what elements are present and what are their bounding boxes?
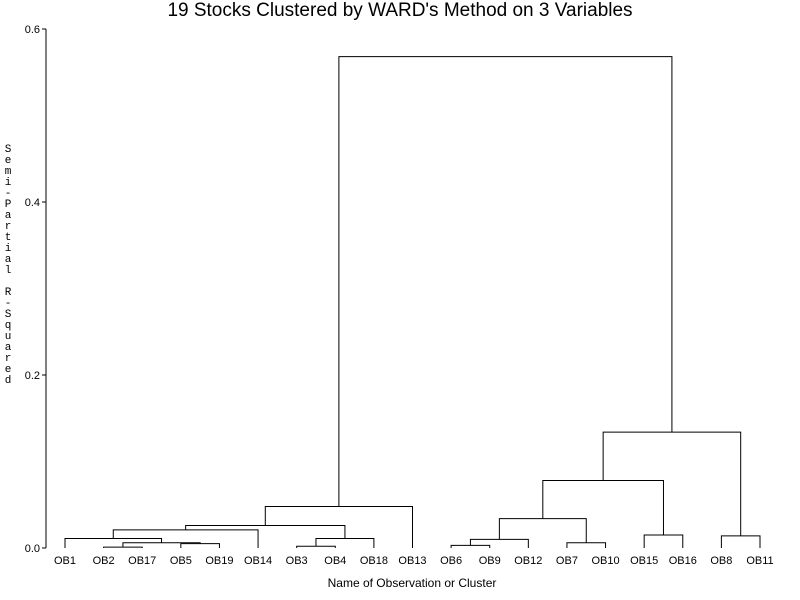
leaf-label: OB12	[514, 555, 542, 567]
dendrogram-link	[643, 534, 684, 548]
leaf-label: OB6	[440, 555, 462, 567]
leaf-label: OB14	[244, 555, 272, 567]
leaf-labels: OB1 OB2 OB17 OB5 OB19 OB14 OB3 OB4 OB18 OB13 OB6 OB…	[54, 555, 774, 567]
leaf-label: OB16	[669, 555, 697, 567]
dendrogram-link	[103, 546, 143, 548]
dendrogram-link	[296, 545, 336, 548]
leaf-label: OB1	[54, 555, 76, 567]
y-tick-label: 0.4	[25, 197, 40, 209]
leaf-label: OB7	[556, 555, 578, 567]
leaf-label: OB17	[128, 555, 156, 567]
leaf-label: OB19	[205, 555, 233, 567]
dendrogram-link	[185, 525, 346, 539]
y-axis-label: S e m i - P a r t i a l R - S q u a r e …	[4, 144, 12, 387]
y-tick-label: 0.2	[25, 370, 40, 382]
leaf-label: OB8	[710, 555, 732, 567]
dendrogram-links	[64, 56, 761, 548]
dendrogram-link	[602, 431, 742, 536]
dendrogram-link	[338, 56, 673, 507]
y-tick-label: 0.0	[25, 543, 40, 555]
leaf-label: OB13	[398, 555, 426, 567]
leaf-label: OB15	[630, 555, 658, 567]
dendrogram-link	[469, 538, 529, 548]
x-axis-label: Name of Observation or Cluster	[327, 576, 497, 590]
chart-title: 19 Stocks Clustered by WARD's Method on …	[167, 0, 633, 21]
leaf-label: OB3	[286, 555, 308, 567]
dendrogram-link	[542, 480, 664, 536]
leaf-label: OB4	[324, 555, 346, 567]
leaf-label: OB18	[360, 555, 388, 567]
leaf-label: OB11	[746, 555, 773, 567]
dendrogram-link	[264, 505, 413, 548]
leaf-label: OB2	[93, 555, 115, 567]
leaf-label: OB5	[170, 555, 192, 567]
leaf-label: OB9	[479, 555, 501, 567]
y-axis: 0.0 0.2 0.4 0.6	[25, 24, 47, 555]
dendrogram-link	[566, 542, 607, 548]
dendrogram-link	[720, 535, 761, 548]
leaf-label: OB10	[591, 555, 619, 567]
dendrogram-link	[180, 543, 220, 548]
y-tick-label: 0.6	[25, 24, 40, 36]
dendrogram-link	[450, 544, 491, 548]
